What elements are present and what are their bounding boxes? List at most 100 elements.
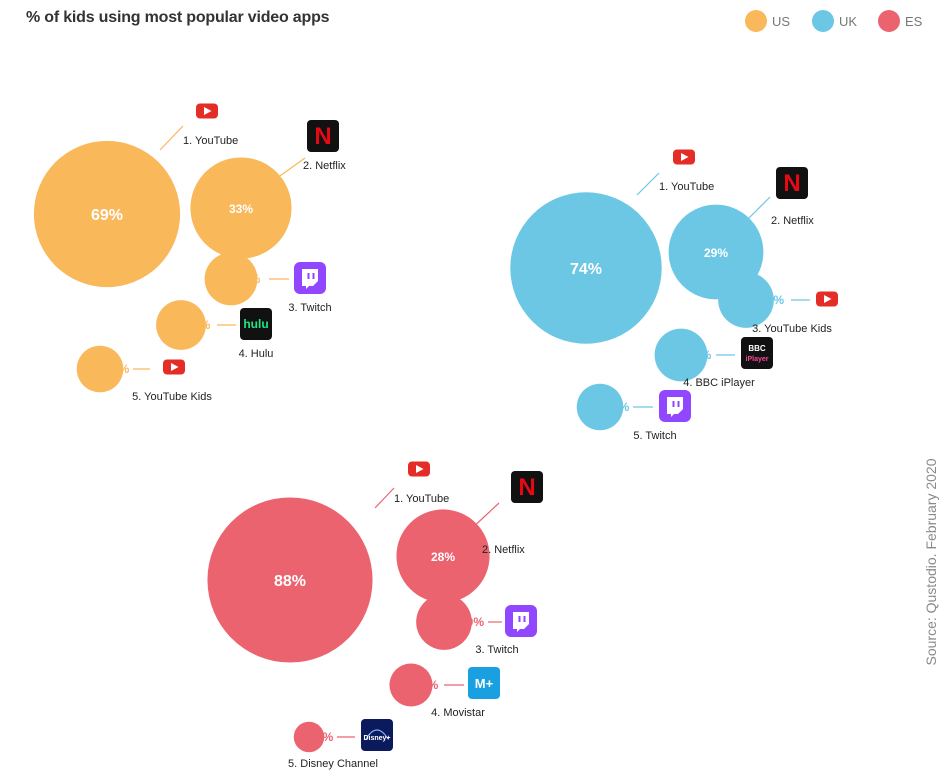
movistar-icon: M+ bbox=[468, 667, 500, 699]
bubble-value-label: 29% bbox=[704, 246, 728, 260]
disney-channel-icon: Disney+ bbox=[361, 719, 393, 751]
legend-swatch-es bbox=[878, 10, 900, 32]
bubble bbox=[576, 383, 624, 431]
bubble bbox=[416, 594, 472, 650]
bubble bbox=[207, 497, 373, 663]
twitch-eye bbox=[307, 273, 310, 279]
app-label: 2. Netflix bbox=[771, 215, 814, 227]
youtube-play bbox=[681, 153, 689, 161]
leader-line bbox=[374, 487, 395, 509]
netflix-letter: N bbox=[314, 123, 331, 150]
youtube-kids-icon bbox=[163, 359, 185, 375]
hulu-tile bbox=[240, 308, 272, 340]
app-label: 5. YouTube Kids bbox=[132, 391, 212, 403]
app-label: 4. BBC iPlayer bbox=[683, 377, 755, 389]
app-label: 1. YouTube bbox=[659, 181, 714, 193]
legend-swatch-uk bbox=[812, 10, 834, 32]
bbc-wordmark: BBC bbox=[748, 344, 766, 353]
netflix-letter: N bbox=[518, 474, 535, 501]
bubble-value-label: 7% bbox=[112, 362, 130, 376]
twitch-eye bbox=[677, 401, 680, 407]
netflix-icon: N bbox=[511, 471, 543, 503]
bubble bbox=[396, 509, 490, 603]
leader-line bbox=[636, 172, 660, 196]
bubble bbox=[389, 663, 433, 707]
app-label: 2. Netflix bbox=[482, 544, 525, 556]
bubble-value-label: 69% bbox=[91, 207, 123, 224]
leader-line bbox=[159, 125, 184, 151]
leader-line bbox=[740, 196, 771, 227]
netflix-letter: N bbox=[783, 170, 800, 197]
bubble-value-label: 28% bbox=[431, 550, 455, 564]
youtube-kids-icon bbox=[816, 291, 838, 307]
leader-line bbox=[269, 157, 306, 184]
iplayer-wordmark: iPlayer bbox=[746, 356, 769, 363]
bubble-value-label: 33% bbox=[229, 202, 253, 216]
netflix-icon: N bbox=[776, 167, 808, 199]
bubble bbox=[76, 345, 124, 393]
source-note: Source: Qustodio. February 2020 bbox=[923, 458, 939, 666]
netflix-icon: N bbox=[307, 120, 339, 152]
bubble-value-label: 9% bbox=[694, 348, 712, 362]
netflix-tile bbox=[307, 120, 339, 152]
group-uk: 74% 1. YouTube 29% N 2. Netflix 10% 3. YouTube… bbox=[510, 149, 838, 442]
bubble bbox=[156, 300, 206, 350]
netflix-tile bbox=[511, 471, 543, 503]
twitch-eye bbox=[672, 401, 675, 407]
legend-swatch-us bbox=[745, 10, 767, 32]
legend-label-uk: UK bbox=[839, 14, 858, 29]
app-label: 1. YouTube bbox=[183, 135, 238, 147]
bubble-value-label: 8% bbox=[193, 318, 211, 332]
bubble-value-label: 7% bbox=[612, 400, 630, 414]
disney-tile bbox=[361, 719, 393, 751]
legend-label-es: ES bbox=[905, 14, 923, 29]
app-label: 3. YouTube Kids bbox=[752, 323, 832, 335]
bubble bbox=[190, 157, 292, 259]
youtube-icon bbox=[673, 149, 695, 165]
app-label: 5. Twitch bbox=[633, 430, 676, 442]
app-label: 3. Twitch bbox=[475, 644, 518, 656]
chart-title: % of kids using most popular video apps bbox=[26, 9, 330, 26]
youtube-icon bbox=[196, 103, 218, 119]
hulu-wordmark: hulu bbox=[243, 317, 268, 331]
twitch-eye bbox=[523, 616, 526, 622]
bubble-value-label: 6% bbox=[421, 678, 439, 692]
twitch-eye bbox=[312, 273, 315, 279]
bubble bbox=[654, 328, 708, 382]
netflix-tile bbox=[776, 167, 808, 199]
bubble bbox=[33, 140, 181, 288]
app-label: 5. Disney Channel bbox=[288, 758, 378, 770]
bubble bbox=[718, 272, 774, 328]
app-label: 4. Movistar bbox=[431, 707, 485, 719]
youtube-play bbox=[204, 107, 212, 115]
leader-line bbox=[468, 502, 500, 532]
movistar-tile bbox=[468, 667, 500, 699]
bubble-value-label: 10% bbox=[760, 293, 784, 307]
bubble-value-label: 3% bbox=[316, 730, 334, 744]
youtube-play bbox=[416, 465, 424, 473]
app-label: 3. Twitch bbox=[288, 302, 331, 314]
disney-wordmark: Disney+ bbox=[363, 735, 390, 742]
twitch-icon bbox=[659, 390, 691, 422]
hulu-icon: hulu bbox=[240, 308, 272, 340]
youtube-play bbox=[171, 363, 179, 371]
group-us: 69% 1. YouTube 33% N 2. Netflix 9% 3. Twitch 8%… bbox=[33, 103, 346, 403]
bubble bbox=[204, 252, 258, 306]
disney-arc bbox=[365, 729, 389, 740]
legend-label-us: US bbox=[772, 14, 791, 29]
group-es: 88% 1. YouTube 28% N 2. Netflix 10% 3. Twitch 6… bbox=[207, 461, 543, 770]
twitch-icon bbox=[294, 262, 326, 294]
bubble-value-label: 9% bbox=[243, 272, 261, 286]
twitch-eye bbox=[518, 616, 521, 622]
bbc-iplayer-icon: BBC iPlayer bbox=[741, 337, 773, 369]
bubble-value-label: 88% bbox=[274, 573, 306, 590]
bbc-tile bbox=[741, 337, 773, 369]
app-label: 4. Hulu bbox=[239, 348, 274, 360]
app-label: 1. YouTube bbox=[394, 493, 449, 505]
bubble bbox=[510, 192, 662, 344]
bubble-value-label: 10% bbox=[460, 615, 484, 629]
movistar-wordmark: M+ bbox=[475, 676, 494, 691]
youtube-icon bbox=[408, 461, 430, 477]
youtube-play bbox=[824, 295, 832, 303]
app-label: 2. Netflix bbox=[303, 160, 346, 172]
